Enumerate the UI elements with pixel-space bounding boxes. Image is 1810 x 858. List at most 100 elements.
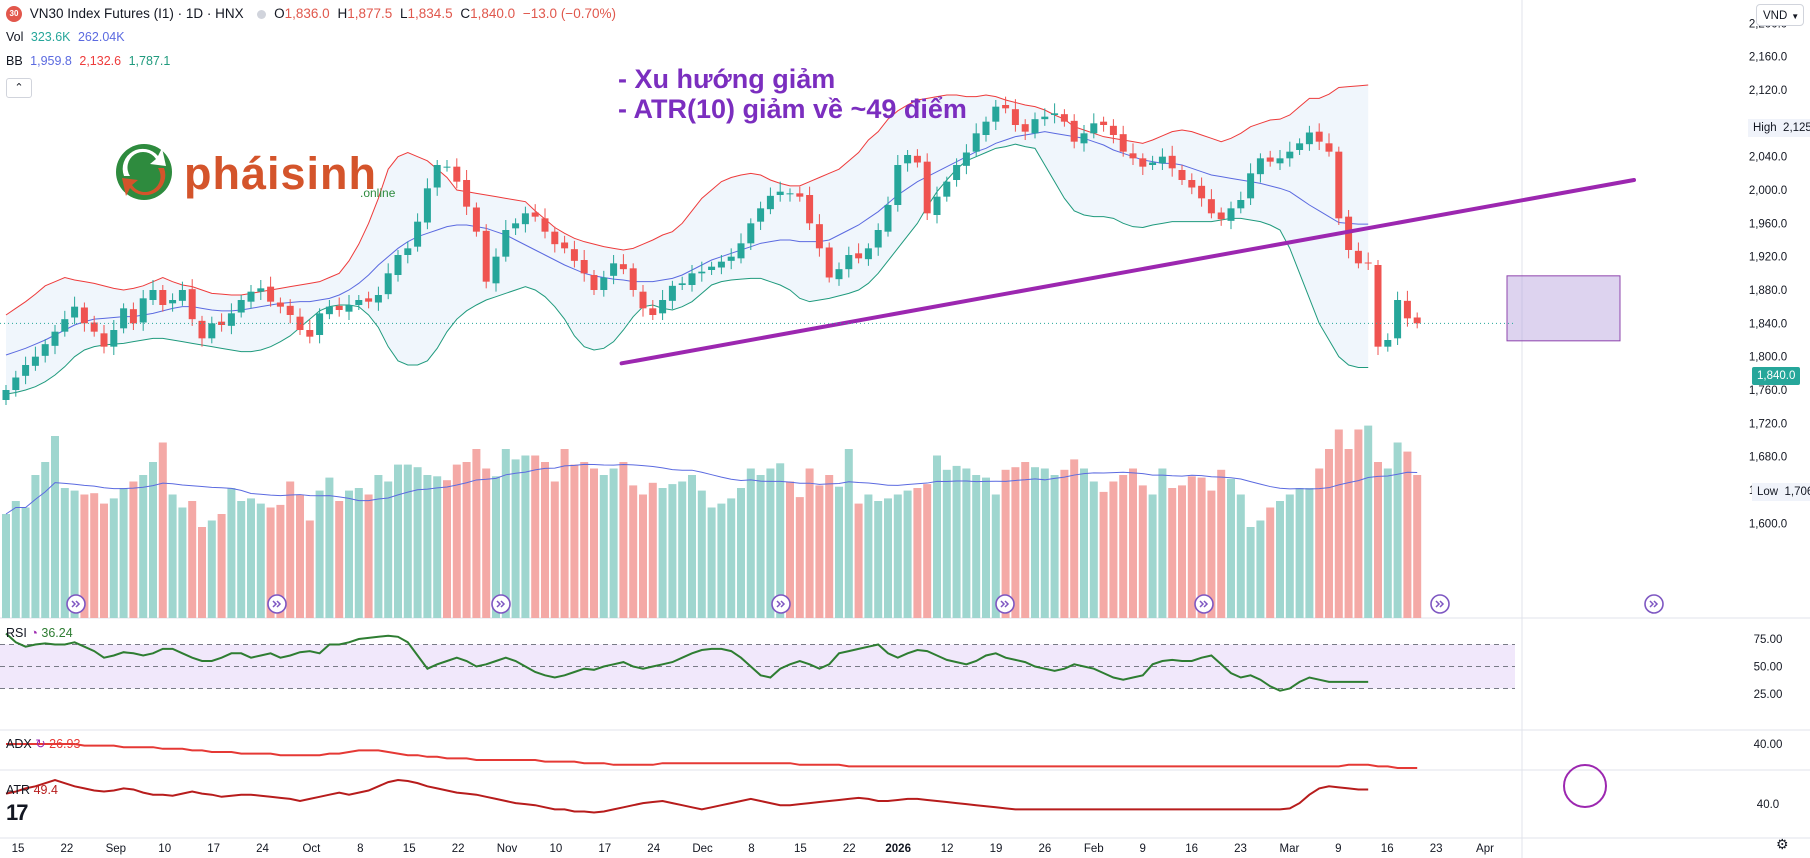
volume-bar bbox=[1050, 475, 1059, 618]
collapse-legend-button[interactable]: ⌃ bbox=[6, 78, 32, 98]
time-tick-label: 24 bbox=[647, 843, 660, 855]
volume-bar bbox=[266, 507, 275, 618]
adx-legend[interactable]: ADX ↻ 26.93 bbox=[6, 736, 80, 751]
currency-selector[interactable]: VND ▼ bbox=[1756, 4, 1804, 26]
volume-bar bbox=[903, 490, 912, 618]
candle-body bbox=[237, 300, 245, 313]
price-tick-label: 1,880.0 bbox=[1749, 285, 1787, 297]
gear-icon[interactable]: ⚙ bbox=[1776, 836, 1789, 852]
volume-bar bbox=[217, 514, 226, 618]
volume-bar bbox=[433, 476, 442, 618]
volume-bar bbox=[991, 494, 1000, 618]
time-tick-label: 17 bbox=[207, 843, 220, 855]
time-tick-label: 24 bbox=[256, 843, 269, 855]
volume-bar bbox=[2, 514, 10, 618]
time-tick-label: 10 bbox=[550, 843, 563, 855]
bb-upper-line bbox=[5, 84, 1369, 316]
volume-bar bbox=[1168, 488, 1177, 618]
volume-bar bbox=[1276, 501, 1284, 618]
volume-bar bbox=[109, 498, 118, 618]
price-tick-label: 2,160.0 bbox=[1749, 52, 1787, 64]
volume-bar bbox=[492, 476, 500, 618]
time-tick-label: 16 bbox=[1185, 843, 1198, 855]
volume-bar bbox=[51, 436, 59, 618]
atr-value: 49.4 bbox=[33, 783, 58, 797]
volume-bar bbox=[1403, 451, 1412, 618]
high-value: 2,125.0 bbox=[1783, 122, 1810, 134]
candle-body bbox=[159, 290, 167, 305]
volume-bar bbox=[70, 490, 79, 618]
volume-bar bbox=[639, 494, 647, 618]
candle-body bbox=[1109, 125, 1117, 135]
low-value: 1,706.8 bbox=[1784, 486, 1810, 498]
symbol-legend[interactable]: 30 VN30 Index Futures (I1) · 1D · HNX O1… bbox=[6, 6, 624, 23]
volume-bar bbox=[188, 501, 197, 618]
volume-bar bbox=[717, 503, 726, 618]
volume-bar bbox=[129, 481, 138, 618]
candle-body bbox=[1207, 199, 1215, 214]
rsi-tick-label: 50.00 bbox=[1754, 662, 1783, 674]
candle-body bbox=[757, 208, 765, 222]
time-tick-label: Sep bbox=[106, 843, 126, 855]
volume-bar bbox=[521, 455, 530, 618]
price-tick-label: 2,040.0 bbox=[1749, 152, 1787, 164]
volume-bar bbox=[1080, 468, 1088, 618]
volume-bar bbox=[1315, 468, 1324, 618]
atr-highlight-circle bbox=[1563, 764, 1607, 808]
candle-body bbox=[1227, 208, 1235, 221]
volume-bar bbox=[31, 475, 40, 618]
chevron-up-icon: ⌃ bbox=[14, 82, 24, 94]
candle-body bbox=[521, 213, 529, 225]
candle-body bbox=[727, 256, 735, 261]
candle-body bbox=[825, 247, 833, 278]
time-tick-label: 23 bbox=[1234, 843, 1247, 855]
volume-bar bbox=[305, 520, 314, 618]
volume-bar bbox=[90, 493, 99, 618]
candle-body bbox=[1256, 158, 1264, 175]
candle-body bbox=[414, 221, 422, 247]
volume-ma-value: 262.04K bbox=[77, 30, 125, 44]
bb-legend[interactable]: BB 1,959.8 2,132.6 1,787.1 bbox=[6, 54, 174, 68]
annotation-text: - Xu hướng giảm - ATR(10) giảm về ~49 đi… bbox=[618, 64, 967, 124]
time-tick-label: Mar bbox=[1279, 843, 1299, 855]
candle-body bbox=[1413, 317, 1421, 324]
low-price-tag: Low 1,706.8 bbox=[1752, 483, 1810, 501]
candle-body bbox=[120, 308, 128, 329]
volume-bar bbox=[286, 481, 295, 618]
candle-body bbox=[541, 218, 549, 232]
candle-body bbox=[864, 248, 872, 260]
candle-body bbox=[561, 242, 569, 249]
volume-bar bbox=[1148, 494, 1157, 618]
volume-bar bbox=[139, 475, 148, 618]
rsi-legend[interactable]: RSI ◔ 36.24 bbox=[6, 626, 73, 640]
volume-bar bbox=[1178, 485, 1186, 618]
candle-body bbox=[316, 313, 324, 335]
candle-body bbox=[1364, 262, 1372, 264]
volume-legend[interactable]: Vol 323.6K 262.04K bbox=[6, 30, 129, 44]
phaisinh-logo: pháisinh .online bbox=[112, 140, 395, 209]
candle-body bbox=[492, 256, 500, 284]
event-marker-arrow bbox=[71, 600, 81, 608]
volume-bar bbox=[884, 498, 892, 618]
event-marker-icon bbox=[1194, 594, 1214, 614]
volume-bar bbox=[776, 463, 785, 618]
candle-body bbox=[365, 298, 373, 302]
candle-body bbox=[1139, 158, 1147, 167]
volume-bar bbox=[972, 475, 981, 618]
volume-bar bbox=[805, 468, 814, 618]
candle-body bbox=[1168, 155, 1176, 169]
symbol-title[interactable]: VN30 Index Futures (I1) · 1D · HNX bbox=[29, 6, 244, 21]
candle-body bbox=[904, 155, 912, 164]
tradingview-logo-icon[interactable]: 17 bbox=[6, 800, 29, 825]
volume-bar bbox=[1217, 469, 1226, 618]
volume-bar bbox=[648, 482, 657, 618]
volume-bar bbox=[1295, 488, 1304, 618]
atr-legend[interactable]: ATR 49.4 bbox=[6, 783, 58, 797]
candle-body bbox=[1286, 151, 1294, 159]
adx-line bbox=[6, 743, 1418, 769]
last-value: 1,840.0 bbox=[1757, 370, 1796, 382]
candle-body bbox=[472, 207, 480, 232]
candle-body bbox=[1090, 123, 1098, 134]
candle-body bbox=[404, 248, 412, 255]
